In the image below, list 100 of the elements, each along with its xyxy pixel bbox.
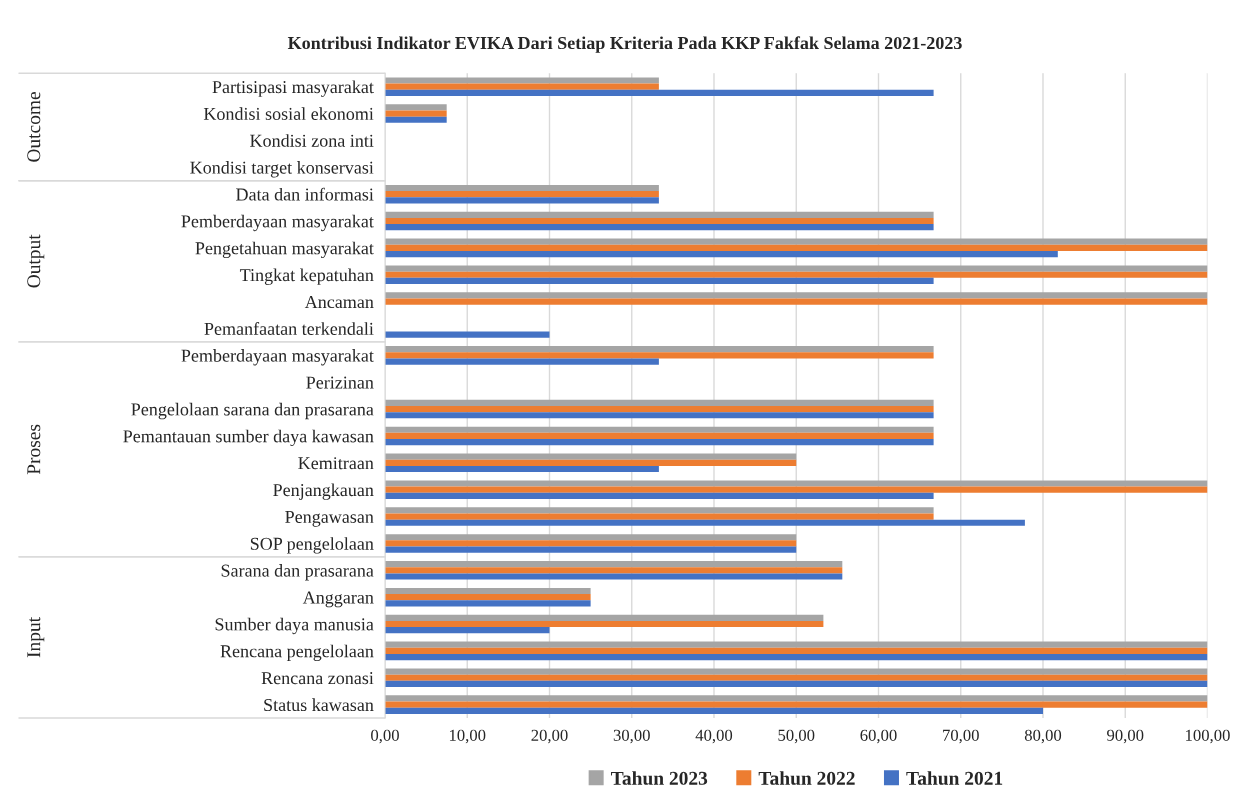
x-tick-label: 40,00 bbox=[695, 729, 733, 744]
bar bbox=[385, 244, 1208, 251]
bar bbox=[385, 641, 1208, 648]
legend-label: Tahun 2023 bbox=[611, 771, 708, 785]
text: Output bbox=[27, 234, 45, 288]
x-tick-label: 20,00 bbox=[531, 729, 568, 744]
bar bbox=[385, 110, 447, 117]
bar bbox=[385, 668, 1208, 675]
y-tick-label: Pemantauan sumber daya kawasan bbox=[123, 429, 374, 447]
y-tick-label: Pemanfaatan terkendali bbox=[204, 322, 374, 335]
y-tick-label: Ancaman bbox=[304, 295, 374, 309]
x-tick-label: 80,00 bbox=[1024, 729, 1062, 744]
x-tick-label: 30,00 bbox=[613, 729, 650, 744]
y-tick-label: Kondisi target konservasi bbox=[190, 161, 374, 178]
bar bbox=[385, 89, 934, 96]
y-tick-label: Tingkat kepatuhan bbox=[239, 268, 374, 285]
y-tick-label: Kondisi sosial ekonomi bbox=[203, 107, 374, 120]
bar bbox=[385, 331, 550, 338]
bar bbox=[385, 587, 591, 595]
bar bbox=[385, 250, 1058, 258]
y-tick-label: Partisipasi masyarakat bbox=[212, 80, 374, 97]
bar bbox=[385, 358, 659, 365]
bar bbox=[385, 534, 797, 541]
y-tick-label: SOP pengelolaan bbox=[250, 537, 374, 554]
bar bbox=[385, 674, 1208, 681]
y-tick-label: Rencana zonasi bbox=[261, 672, 374, 685]
bar bbox=[385, 83, 659, 90]
bar bbox=[385, 277, 934, 285]
y-tick-label: Kemitraan bbox=[298, 457, 374, 470]
y-tick-label: Pemberdayaan masyarakat bbox=[181, 214, 374, 232]
bar bbox=[385, 561, 843, 568]
bar bbox=[385, 594, 591, 601]
y-tick-label: Data dan informasi bbox=[236, 187, 374, 201]
bar bbox=[385, 546, 797, 553]
x-tick-label: 60,00 bbox=[860, 729, 897, 744]
y-tick-label: Anggaran bbox=[302, 591, 374, 608]
bar bbox=[385, 77, 659, 84]
bar bbox=[385, 238, 1208, 245]
bar bbox=[385, 197, 659, 204]
bar bbox=[385, 540, 797, 547]
x-tick-label: 10,00 bbox=[449, 729, 486, 744]
x-tick-label: 50,00 bbox=[778, 729, 815, 744]
bar bbox=[385, 507, 934, 514]
legend-label: Tahun 2022 bbox=[758, 771, 855, 785]
y-tick-label: Pengelolaan sarana dan prasarana bbox=[131, 402, 374, 420]
bar bbox=[385, 271, 1208, 278]
text: Input bbox=[27, 617, 45, 658]
bar bbox=[385, 298, 1208, 305]
x-tick-label: 0,00 bbox=[371, 729, 399, 744]
bar bbox=[385, 513, 934, 520]
x-tick-label: 70,00 bbox=[943, 729, 979, 744]
bar bbox=[385, 653, 1208, 661]
bar bbox=[385, 567, 843, 574]
bar bbox=[385, 184, 659, 192]
bar bbox=[385, 695, 1208, 702]
bar bbox=[385, 191, 659, 198]
bar bbox=[385, 459, 797, 466]
bar bbox=[385, 465, 659, 473]
bar bbox=[385, 432, 934, 440]
bar bbox=[385, 439, 934, 446]
bar bbox=[385, 480, 1208, 487]
bar bbox=[385, 492, 934, 499]
x-tick-label: 100,00 bbox=[1186, 729, 1230, 744]
bar bbox=[385, 217, 934, 225]
bar bbox=[385, 426, 934, 433]
bar bbox=[385, 614, 824, 621]
bar bbox=[385, 346, 934, 353]
y-tick-label: Sarana dan prasarana bbox=[221, 564, 374, 581]
bar bbox=[385, 680, 1208, 688]
bar bbox=[385, 707, 1043, 714]
y-tick-label: Rencana pengelolaan bbox=[220, 644, 374, 662]
y-tick-label: Sumber daya manusia bbox=[215, 617, 374, 635]
bar bbox=[385, 486, 1208, 493]
bar bbox=[385, 412, 934, 419]
bar bbox=[385, 265, 1208, 272]
y-tick-label: Status kawasan bbox=[264, 698, 374, 712]
bar bbox=[385, 453, 797, 460]
bar bbox=[385, 292, 1208, 299]
y-tick-label: Pengawasan bbox=[285, 510, 374, 527]
bar bbox=[385, 399, 934, 406]
text: Proses bbox=[27, 424, 41, 475]
bar bbox=[385, 573, 843, 580]
bar bbox=[385, 224, 934, 231]
y-tick-label: Kondisi zona inti bbox=[250, 134, 374, 147]
legend-label: Tahun 2021 bbox=[906, 771, 1003, 785]
bar bbox=[385, 600, 591, 607]
bar bbox=[385, 104, 447, 111]
bar bbox=[385, 406, 934, 413]
bar bbox=[385, 701, 1208, 708]
y-tick-label: Penjangkauan bbox=[273, 483, 374, 500]
bar bbox=[385, 627, 550, 634]
bar bbox=[385, 116, 447, 123]
bar bbox=[385, 352, 934, 359]
bar bbox=[385, 647, 1208, 654]
y-tick-label: Pemberdayaan masyarakat bbox=[181, 349, 374, 366]
bar bbox=[385, 620, 824, 628]
bar bbox=[385, 211, 934, 218]
y-tick-label: Perizinan bbox=[306, 376, 374, 389]
bar bbox=[385, 519, 1025, 526]
text: Outcome bbox=[27, 92, 41, 162]
